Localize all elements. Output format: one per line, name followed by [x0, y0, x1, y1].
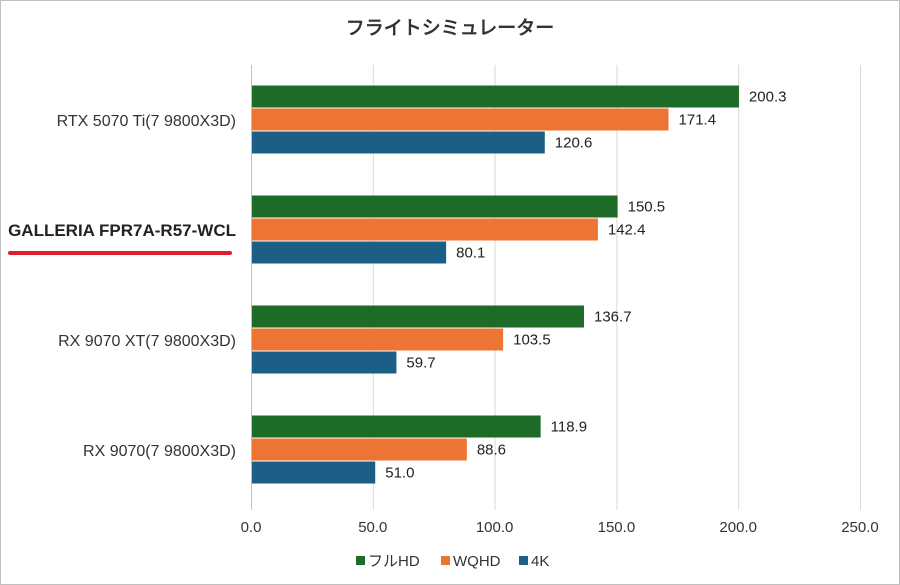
- category-label: GALLERIA FPR7A-R57-WCL: [8, 221, 236, 240]
- legend-label: WQHD: [453, 553, 501, 570]
- x-tick-label: 100.0: [476, 519, 514, 536]
- category-label: RX 9070(7 9800X3D): [83, 443, 236, 460]
- bar: [252, 351, 397, 374]
- legend-label: 4K: [531, 553, 549, 570]
- x-tick-label: 150.0: [598, 519, 636, 536]
- chart-title: フライトシミュレーター: [346, 17, 555, 39]
- bar: [252, 305, 585, 328]
- data-label: 142.4: [608, 222, 646, 239]
- legend: フルHD WQHD 4K: [356, 553, 549, 570]
- x-tick-label: 0.0: [241, 519, 262, 536]
- x-tick-label: 50.0: [358, 519, 387, 536]
- data-label: 136.7: [594, 309, 632, 326]
- legend-swatch: [356, 556, 365, 565]
- data-label: 88.6: [477, 442, 506, 459]
- data-labels: 200.3 171.4 120.6 150.5 142.4 80.1 136.7 103.5 5…: [385, 89, 786, 482]
- bar: [252, 131, 545, 154]
- data-label: 200.3: [749, 89, 787, 106]
- data-label: 80.1: [456, 245, 485, 262]
- x-tick-label: 200.0: [719, 519, 757, 536]
- legend-swatch: [441, 556, 450, 565]
- data-label: 120.6: [555, 135, 593, 152]
- bars-group: [252, 85, 739, 484]
- legend-swatch: [519, 556, 528, 565]
- data-label: 150.5: [628, 199, 666, 216]
- bar: [252, 438, 467, 461]
- bar: [252, 218, 598, 241]
- bar: [252, 195, 618, 218]
- category-label: RX 9070 XT(7 9800X3D): [58, 333, 236, 350]
- data-label: 118.9: [551, 419, 587, 436]
- bar: [252, 415, 541, 438]
- bar: [252, 241, 447, 264]
- category-label: RTX 5070 Ti(7 9800X3D): [57, 113, 236, 130]
- bar: [252, 461, 376, 484]
- bar: [252, 328, 504, 351]
- x-tick-label: 250.0: [841, 519, 879, 536]
- data-label: 51.0: [385, 465, 414, 482]
- legend-label: フルHD: [368, 553, 420, 570]
- data-label: 171.4: [679, 112, 717, 129]
- x-tick-labels: 0.0 50.0 100.0 150.0 200.0 250.0: [241, 519, 879, 536]
- data-label: 59.7: [406, 355, 435, 372]
- bar: [252, 108, 669, 131]
- category-labels: RTX 5070 Ti(7 9800X3D) GALLERIA FPR7A-R57…: [8, 113, 236, 460]
- bar: [252, 85, 739, 108]
- data-label: 103.5: [513, 332, 551, 349]
